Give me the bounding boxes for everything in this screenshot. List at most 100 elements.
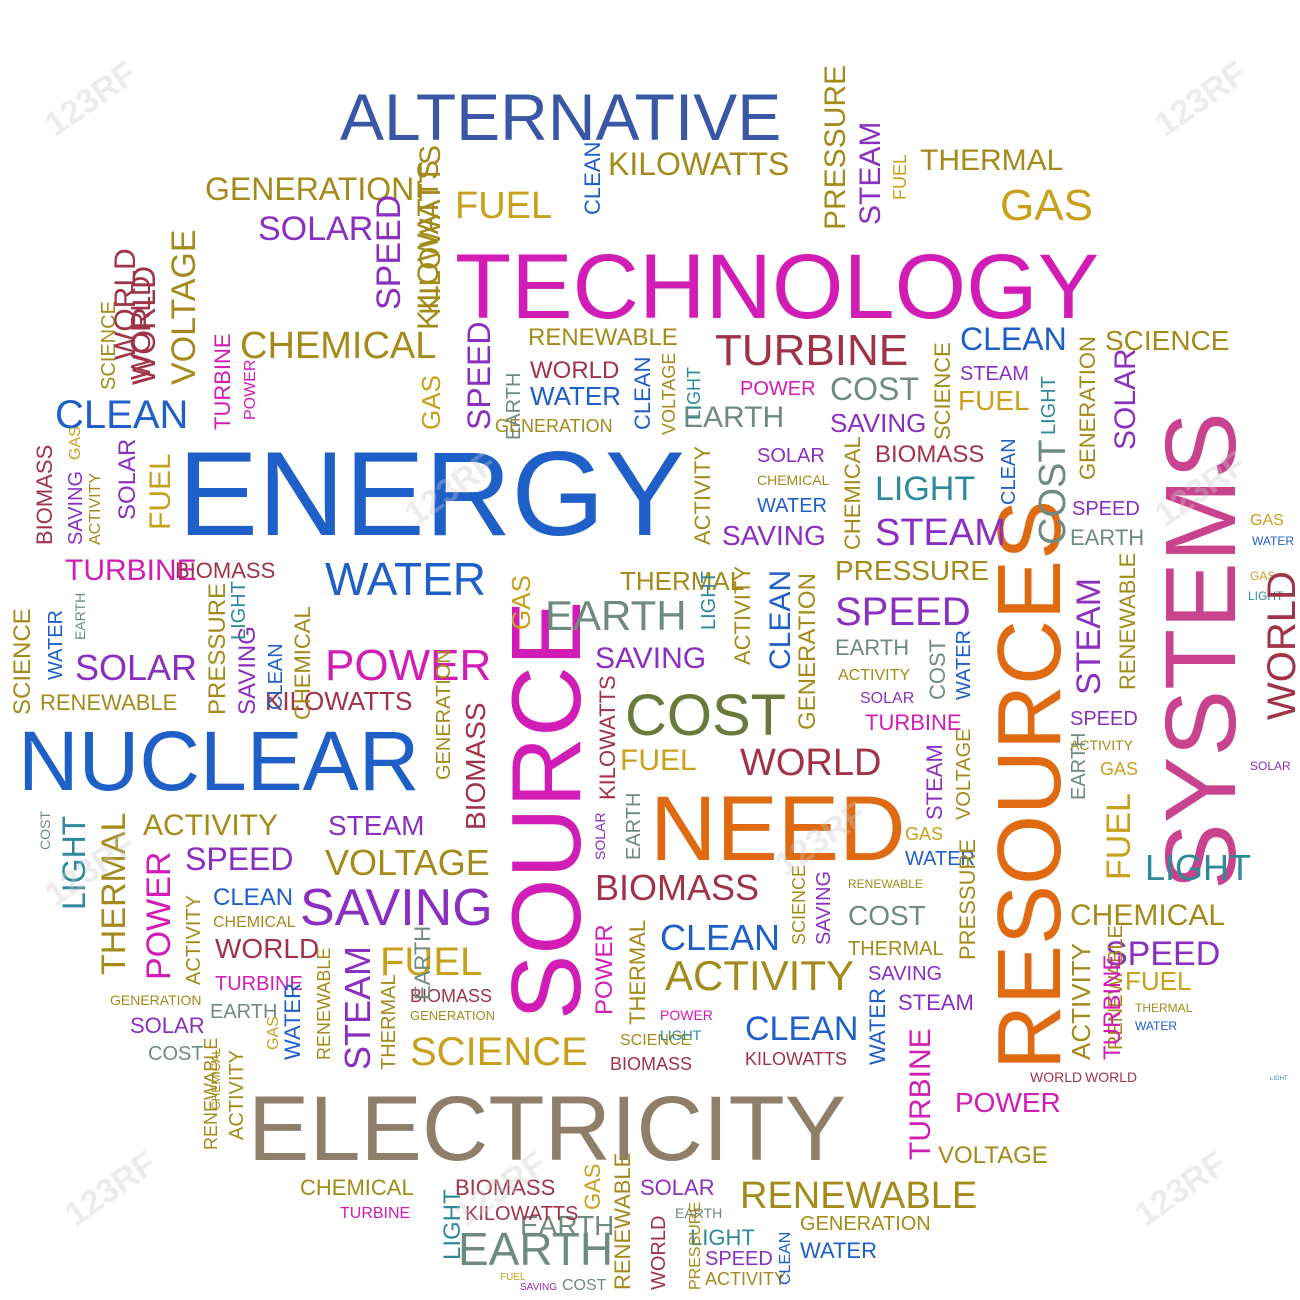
cloud-word-fuel: FUEL — [455, 185, 552, 227]
cloud-word-gas: GAS — [1100, 759, 1138, 779]
cloud-word-speed: SPEED — [370, 195, 408, 310]
cloud-word-water: WATER — [280, 983, 305, 1060]
cloud-word-kilowatts: KILOWATTS — [745, 1049, 847, 1069]
cloud-word-world: WORLD — [530, 357, 619, 384]
cloud-word-earth: EARTH — [458, 1223, 613, 1275]
cloud-word-light: LIGHT — [875, 470, 975, 508]
cloud-word-alternative: ALTERNATIVE — [340, 80, 781, 154]
cloud-word-chemical: CHEMICAL — [209, 1048, 223, 1110]
cloud-word-speed: SPEED — [1070, 708, 1138, 730]
cloud-word-world: WORLD — [1085, 1069, 1137, 1085]
cloud-word-solar: SOLAR — [860, 690, 914, 707]
cloud-word-kilowatts: KILOWATTS — [265, 686, 412, 716]
cloud-word-fuel: FUEL — [958, 385, 1030, 416]
cloud-word-earth: EARTH — [410, 926, 435, 1000]
cloud-word-steam: STEAM — [898, 990, 974, 1015]
cloud-word-renewable: RENEWABLE — [40, 690, 177, 715]
cloud-word-thermal: THERMAL — [620, 566, 744, 596]
cloud-word-world: WORLD — [740, 742, 881, 784]
cloud-word-saving: SAVING — [300, 879, 493, 937]
cloud-word-renewable: RENEWABLE — [610, 1153, 635, 1290]
cloud-word-earth: EARTH — [545, 592, 687, 639]
cloud-word-light: LIGHT — [690, 1225, 755, 1250]
cloud-word-solar: SOLAR — [592, 813, 608, 860]
cloud-word-earth: EARTH — [1068, 733, 1090, 800]
cloud-word-power: POWER — [591, 924, 618, 1015]
cloud-word-biomass: BIOMASS — [610, 1054, 692, 1074]
cloud-word-clean: CLEAN — [55, 393, 188, 437]
cloud-word-earth: EARTH — [72, 593, 88, 640]
cloud-word-clean: CLEAN — [213, 884, 293, 911]
cloud-word-speed: SPEED — [461, 322, 497, 430]
cloud-word-water: WATER — [800, 1238, 877, 1263]
cloud-word-steam: STEAM — [328, 810, 424, 841]
cloud-word-power: POWER — [740, 378, 816, 400]
cloud-word-activity: ACTIVITY — [690, 446, 715, 545]
cloud-word-world: WORLD — [648, 1216, 670, 1290]
cloud-word-generation: GENERATION — [495, 416, 613, 436]
cloud-word-light: LIGHT — [660, 1027, 702, 1043]
cloud-word-chemical: CHEMICAL — [840, 436, 865, 550]
cloud-word-thermal: THERMAL — [848, 938, 944, 960]
cloud-word-cost: COST — [848, 900, 926, 931]
cloud-word-steam: STEAM — [337, 946, 378, 1070]
cloud-word-turbine: TURBINE — [715, 326, 908, 375]
cloud-word-turbine: TURBINE — [340, 1205, 410, 1222]
cloud-word-water: WATER — [953, 630, 975, 700]
cloud-word-light: LIGHT — [1248, 589, 1284, 603]
cloud-word-saving: SAVING — [868, 963, 942, 985]
cloud-word-thermal: THERMAL — [95, 813, 133, 975]
cloud-word-pressure: PRESSURE — [204, 583, 231, 715]
cloud-word-fuel: FUEL — [144, 453, 177, 530]
cloud-word-saving: SAVING — [595, 642, 706, 675]
cloud-word-thermal: THERMAL — [625, 920, 650, 1025]
cloud-word-world: WORLD — [109, 248, 142, 360]
cloud-word-cost: COST — [1032, 439, 1074, 545]
cloud-word-speed: SPEED — [1072, 498, 1140, 520]
cloud-word-gas: GAS — [1250, 512, 1284, 529]
cloud-word-voltage: VOLTAGE — [325, 842, 490, 883]
cloud-word-activity: ACTIVITY — [1070, 737, 1134, 753]
cloud-word-renewable: RENEWABLE — [528, 324, 678, 351]
cloud-word-turbine: TURBINE — [210, 333, 235, 430]
cloud-word-steam: STEAM — [960, 363, 1029, 385]
cloud-word-power: POWER — [955, 1087, 1061, 1118]
cloud-word-saving: SAVING — [520, 1282, 557, 1293]
cloud-word-cost: COST — [830, 371, 919, 407]
cloud-word-turbine: TURBINE — [904, 1028, 937, 1160]
cloud-word-light: LIGHT — [1038, 376, 1060, 435]
cloud-word-cost: COST — [148, 1043, 204, 1065]
cloud-word-world: WORLD — [126, 266, 162, 385]
cloud-word-renewable: RENEWABLE — [848, 877, 923, 891]
cloud-word-power: POWER — [242, 360, 259, 420]
cloud-word-gas: GAS — [1250, 569, 1275, 583]
cloud-word-gas: GAS — [416, 375, 446, 430]
cloud-word-steam: STEAM — [1070, 578, 1108, 695]
cloud-word-renewable: RENEWABLE — [314, 948, 334, 1060]
cloud-word-electricity: ELECTRICITY — [248, 1078, 846, 1180]
cloud-word-resources: RESOURCES — [980, 500, 1080, 1070]
cloud-word-science: SCIENCE — [930, 342, 955, 440]
cloud-word-solar: SOLAR — [1250, 759, 1291, 773]
cloud-word-solar: SOLAR — [640, 1175, 715, 1200]
cloud-word-biomass: BIOMASS — [32, 445, 57, 545]
cloud-word-clean: CLEAN — [745, 1010, 858, 1048]
cloud-word-generation: GENERATION — [205, 171, 414, 207]
cloud-word-gas: GAS — [265, 1016, 282, 1050]
cloud-word-solar: SOLAR — [757, 445, 825, 467]
cloud-word-kilowatts: KILOWATTS — [414, 145, 447, 315]
cloud-word-world: WORLD — [1030, 1069, 1082, 1085]
cloud-word-chemical: CHEMICAL — [757, 472, 830, 488]
cloud-word-cost: COST — [562, 1277, 607, 1294]
cloud-word-activity: ACTIVITY — [183, 895, 205, 985]
cloud-word-speed: SPEED — [185, 841, 293, 877]
cloud-word-water: WATER — [1252, 534, 1294, 548]
cloud-word-fuel: FUEL — [620, 744, 697, 777]
cloud-word-world: WORLD — [125, 276, 156, 380]
cloud-word-renewable: RENEWABLE — [740, 1175, 977, 1217]
cloud-word-saving: SAVING — [234, 626, 261, 715]
cloud-word-saving: SAVING — [830, 408, 926, 438]
cloud-word-activity: ACTIVITY — [143, 809, 278, 842]
cloud-word-clean: CLEAN — [960, 321, 1067, 357]
cloud-word-chemical: CHEMICAL — [1070, 899, 1225, 932]
